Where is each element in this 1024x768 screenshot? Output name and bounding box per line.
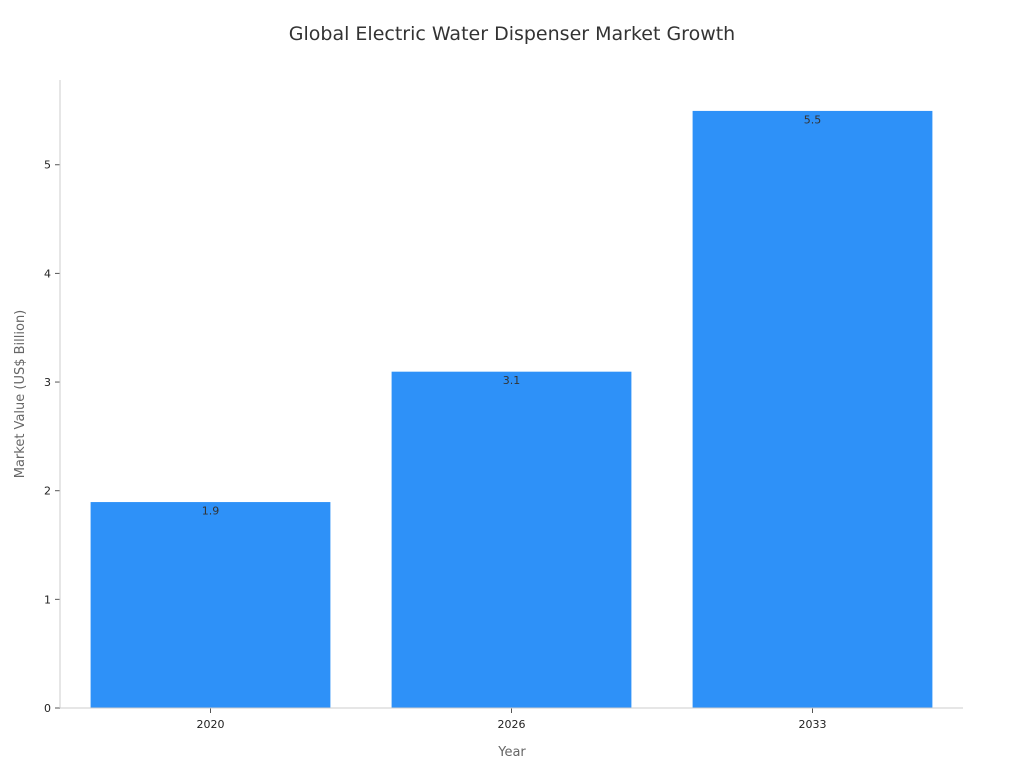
data-label-2033: 5.5: [804, 113, 822, 126]
data-labels-group: 1.9 3.1 5.5: [202, 113, 822, 517]
y-tick-label-2: 2: [44, 485, 51, 498]
bar-2033: [691, 109, 934, 709]
x-axis-label: Year: [497, 745, 526, 760]
y-tick-label-0: 0: [44, 702, 51, 715]
y-axis-label: Market Value (US$ Billion): [13, 310, 28, 479]
y-tick-label-4: 4: [44, 267, 51, 280]
x-tick-label-2020: 2020: [197, 718, 225, 731]
data-label-2026: 3.1: [503, 374, 521, 387]
x-tick-label-2026: 2026: [498, 718, 526, 731]
y-tick-label-1: 1: [44, 593, 51, 606]
x-tick-label-2033: 2033: [799, 718, 827, 731]
x-axis-ticks: 2020 2026 2033: [197, 708, 827, 731]
y-tick-label-3: 3: [44, 376, 51, 389]
chart-title: Global Electric Water Dispenser Market G…: [289, 23, 735, 45]
bar-2020: [89, 501, 332, 709]
y-axis-ticks: 0 1 2 3 4 5: [44, 159, 60, 715]
y-tick-label-5: 5: [44, 159, 51, 172]
bars-group: [89, 109, 934, 709]
bar-2026: [390, 370, 633, 709]
data-label-2020: 1.9: [202, 505, 220, 518]
